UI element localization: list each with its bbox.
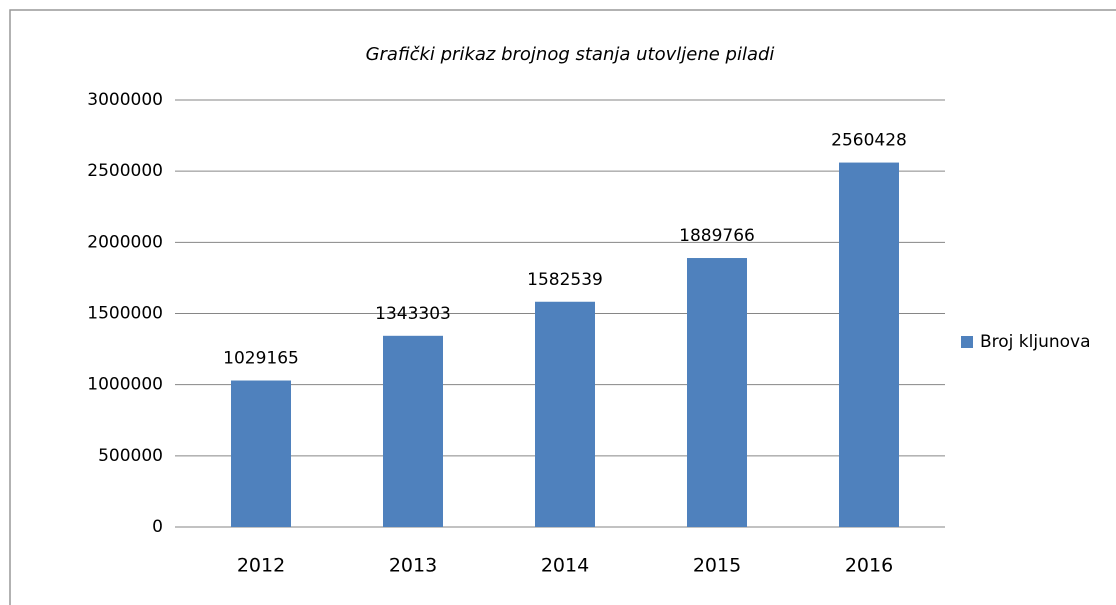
- x-tick-label: 2016: [845, 555, 893, 577]
- legend-label: Broj kljunova: [980, 332, 1091, 352]
- x-tick-label: 2014: [541, 555, 589, 577]
- data-label: 2560428: [831, 131, 907, 151]
- x-tick-label: 2013: [389, 555, 437, 577]
- x-tick-label: 2012: [237, 555, 285, 577]
- bar: [687, 258, 747, 527]
- bar: [839, 162, 899, 528]
- y-tick-label: 2000000: [87, 232, 163, 252]
- data-label: 1582539: [527, 270, 603, 290]
- y-tick-label: 3000000: [87, 90, 163, 110]
- chart-title: Grafički prikaz brojnog stanja utovljene…: [366, 44, 775, 65]
- data-label: 1029165: [223, 349, 299, 369]
- y-tick-label: 500000: [98, 446, 163, 466]
- legend-swatch: [961, 336, 973, 348]
- bar: [535, 301, 595, 527]
- data-label: 1889766: [679, 226, 755, 246]
- y-tick-label: 2500000: [87, 161, 163, 181]
- x-tick-label: 2015: [693, 555, 741, 577]
- y-tick-label: 0: [152, 517, 163, 537]
- y-tick-label: 1000000: [87, 375, 163, 395]
- bar: [231, 380, 291, 527]
- data-label: 1343303: [375, 304, 451, 324]
- bar: [383, 335, 443, 527]
- y-tick-label: 1500000: [87, 304, 163, 324]
